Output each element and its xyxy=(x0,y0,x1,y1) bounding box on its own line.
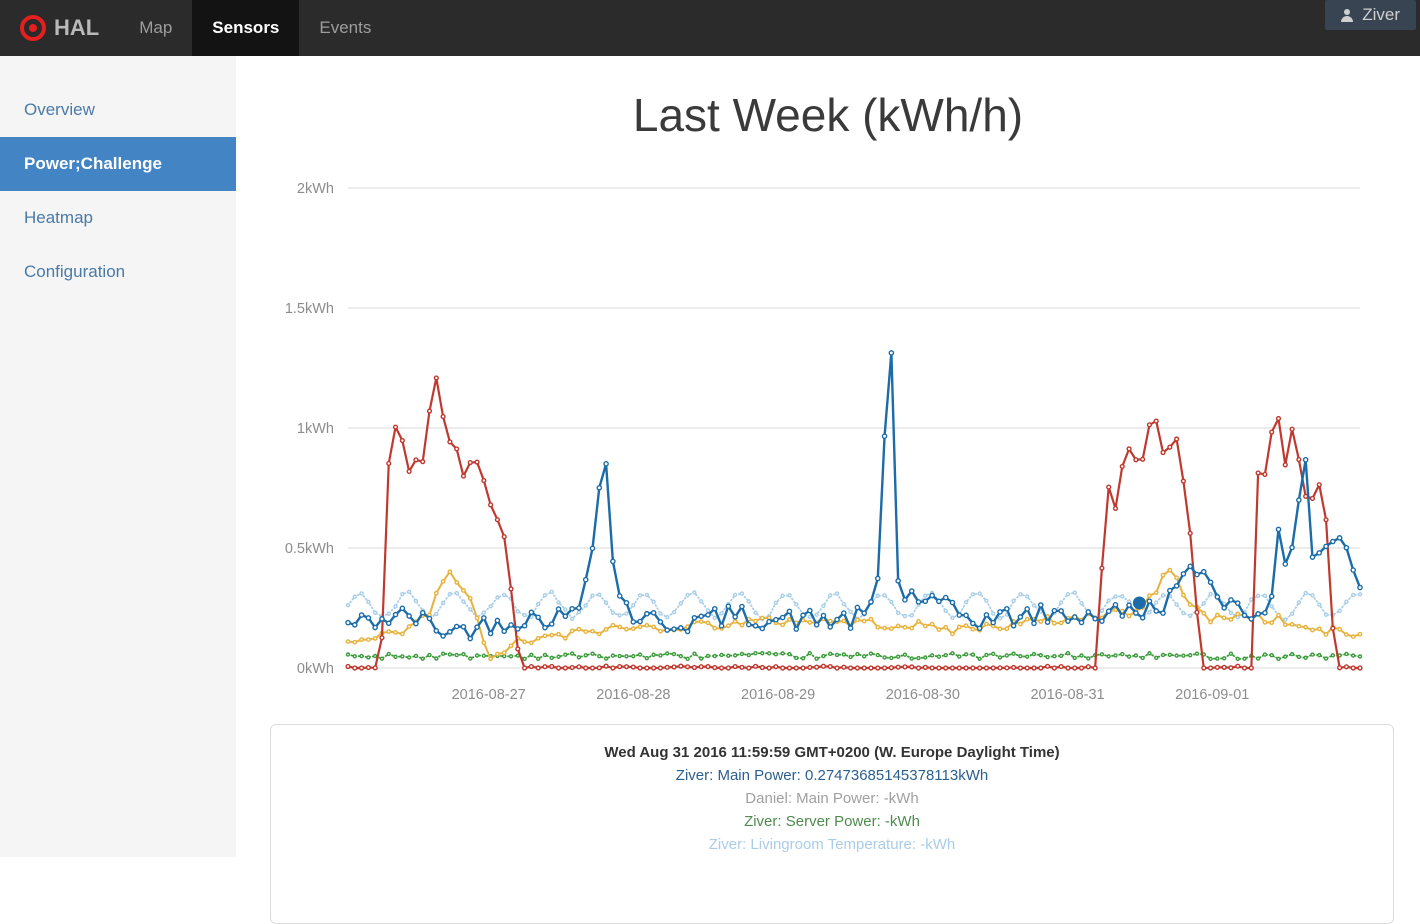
svg-text:2016-08-30: 2016-08-30 xyxy=(886,687,960,703)
svg-text:2016-08-27: 2016-08-27 xyxy=(452,687,526,703)
svg-text:2kWh: 2kWh xyxy=(297,181,334,197)
svg-text:2016-09-01: 2016-09-01 xyxy=(1175,687,1249,703)
svg-text:1.5kWh: 1.5kWh xyxy=(285,301,334,317)
svg-text:2016-08-28: 2016-08-28 xyxy=(596,687,670,703)
svg-text:2016-08-29: 2016-08-29 xyxy=(741,687,815,703)
svg-text:1kWh: 1kWh xyxy=(297,421,334,437)
svg-text:2016-08-31: 2016-08-31 xyxy=(1030,687,1104,703)
svg-text:0.5kWh: 0.5kWh xyxy=(285,541,334,557)
svg-text:0kWh: 0kWh xyxy=(297,661,334,677)
